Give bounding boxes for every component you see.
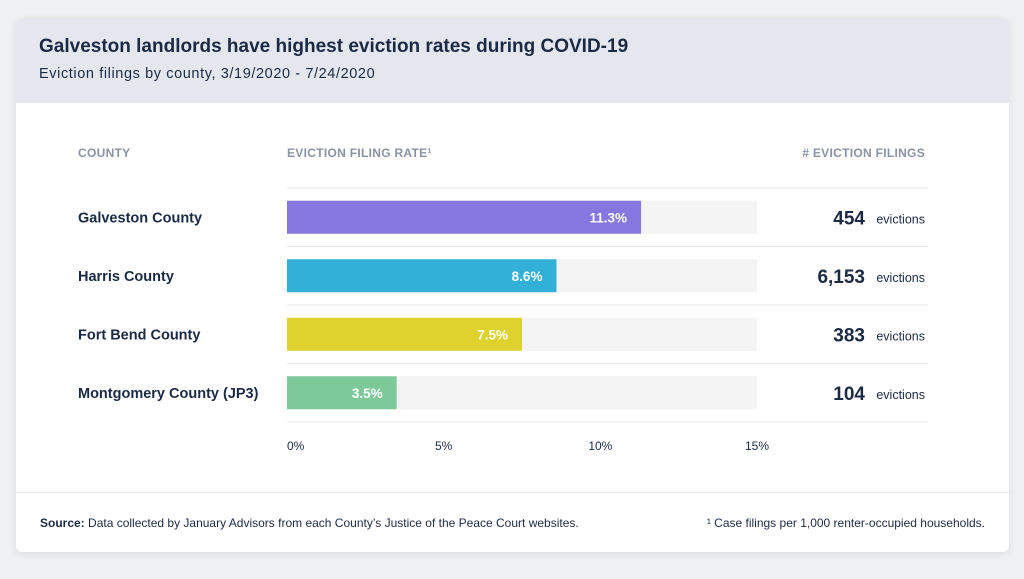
x-tick-label: 5% [435,439,453,453]
column-header-county: COUNTY [78,146,131,160]
filings-unit: evictions [876,329,925,343]
county-label: Montgomery County (JP3) [78,386,259,402]
bar [287,376,397,410]
source-label: Source: [40,516,85,530]
bar [287,259,557,293]
filings-count: 454 [833,208,865,229]
filings-count: 104 [833,384,865,405]
bar [287,200,642,234]
column-header-filings: # EVICTION FILINGS [802,146,925,160]
county-label: Harris County [78,269,174,285]
x-tick-label: 0% [287,439,305,453]
bar-value-label: 3.5% [352,386,383,401]
bar-value-label: 11.3% [590,210,628,225]
footnote: ¹ Case filings per 1,000 renter-occupied… [706,516,985,530]
county-label: Galveston County [78,210,202,226]
bar-chart: Galveston County 11.3% evictions 454 Harris … [78,187,928,453]
column-header-rate: EVICTION FILING RATE¹ [287,146,432,160]
chart-subtitle: Eviction filings by county, 3/19/2020 - … [39,66,376,82]
filings-count: 6,153 [817,267,865,288]
filings-unit: evictions [876,212,925,226]
filings-unit: evictions [876,388,925,402]
source-text: Data collected by January Advisors from … [84,516,579,530]
bar [287,317,522,351]
chart-card: Galveston landlords have highest evictio… [16,18,1009,552]
county-label: Fort Bend County [78,327,200,343]
bar-value-label: 7.5% [477,327,508,342]
source-note: Source: Data collected by January Adviso… [40,516,579,530]
x-tick-label: 15% [745,439,769,453]
chart-header: Galveston landlords have highest evictio… [16,18,1009,103]
bar-value-label: 8.6% [512,269,543,284]
filings-unit: evictions [876,271,925,285]
filings-count: 383 [833,325,865,346]
x-tick-label: 10% [588,439,612,453]
chart-title: Galveston landlords have highest evictio… [39,36,629,57]
chart-footer: Source: Data collected by January Adviso… [16,492,1009,552]
